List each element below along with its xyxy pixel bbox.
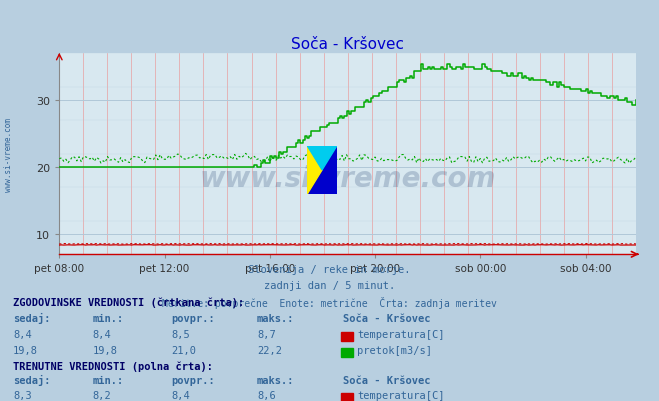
Text: maks.:: maks.: xyxy=(257,313,295,323)
Text: sedaj:: sedaj: xyxy=(13,312,51,323)
Text: povpr.:: povpr.: xyxy=(171,313,215,323)
Text: Slovenija / reke in morje.: Slovenija / reke in morje. xyxy=(248,265,411,275)
Text: 8,2: 8,2 xyxy=(92,390,111,400)
Text: www.si-vreme.com: www.si-vreme.com xyxy=(200,164,496,192)
Text: 22,2: 22,2 xyxy=(257,345,282,355)
Text: 8,5: 8,5 xyxy=(171,329,190,339)
Text: www.si-vreme.com: www.si-vreme.com xyxy=(4,117,13,191)
Text: Meritve: povprečne  Enote: metrične  Črta: zadnja meritev: Meritve: povprečne Enote: metrične Črta:… xyxy=(162,297,497,309)
Text: 21,0: 21,0 xyxy=(171,345,196,355)
Text: 8,4: 8,4 xyxy=(171,390,190,400)
Text: 8,3: 8,3 xyxy=(13,390,32,400)
Text: povpr.:: povpr.: xyxy=(171,375,215,385)
Text: 8,7: 8,7 xyxy=(257,329,275,339)
Text: zadnji dan / 5 minut.: zadnji dan / 5 minut. xyxy=(264,281,395,291)
Polygon shape xyxy=(307,146,322,194)
Text: 8,4: 8,4 xyxy=(92,329,111,339)
Text: temperatura[C]: temperatura[C] xyxy=(357,329,445,339)
Text: 8,6: 8,6 xyxy=(257,390,275,400)
Text: sedaj:: sedaj: xyxy=(13,374,51,385)
Text: maks.:: maks.: xyxy=(257,375,295,385)
Text: 8,4: 8,4 xyxy=(13,329,32,339)
Title: Soča - Kršovec: Soča - Kršovec xyxy=(291,36,404,52)
Text: Soča - Kršovec: Soča - Kršovec xyxy=(343,313,430,323)
Text: 19,8: 19,8 xyxy=(13,345,38,355)
Text: TRENUTNE VREDNOSTI (polna črta):: TRENUTNE VREDNOSTI (polna črta): xyxy=(13,360,213,371)
Text: ZGODOVINSKE VREDNOSTI (črtkana črta):: ZGODOVINSKE VREDNOSTI (črtkana črta): xyxy=(13,296,244,307)
Text: min.:: min.: xyxy=(92,375,123,385)
Polygon shape xyxy=(307,146,337,170)
Text: temperatura[C]: temperatura[C] xyxy=(357,390,445,400)
Text: pretok[m3/s]: pretok[m3/s] xyxy=(357,345,432,355)
Text: Soča - Kršovec: Soča - Kršovec xyxy=(343,375,430,385)
Text: 19,8: 19,8 xyxy=(92,345,117,355)
Text: min.:: min.: xyxy=(92,313,123,323)
